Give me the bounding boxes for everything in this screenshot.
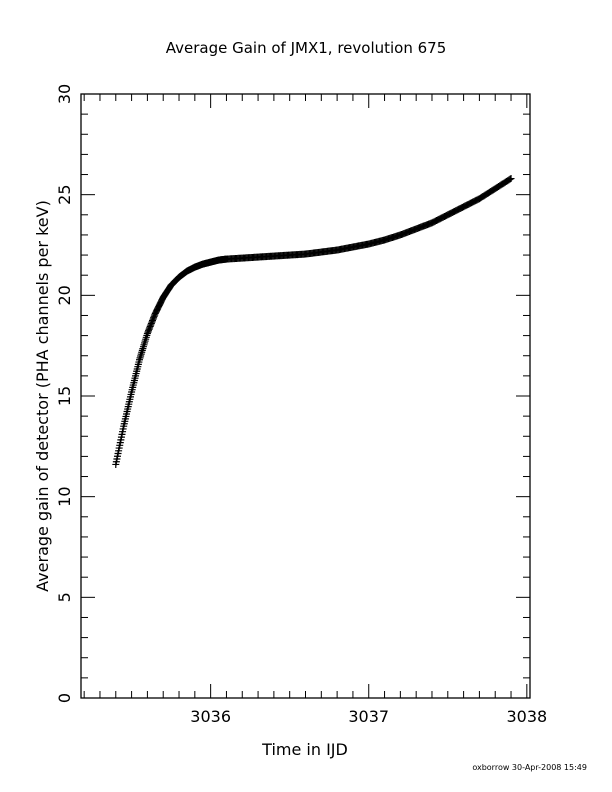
y-tick-label: 0 [55,693,74,703]
y-tick-label: 25 [55,184,74,204]
x-axis-label: Time in IJD [261,740,348,759]
y-tick-label: 30 [55,84,74,104]
y-tick-label: 20 [55,285,74,305]
x-tick-label: 3038 [506,707,547,726]
y-tick-label: 10 [55,486,74,506]
y-axis-label: Average gain of detector (PHA channels p… [33,200,52,592]
y-tick-label: 15 [55,386,74,406]
tick-labels: 3036 3037 3038 0 5 10 15 20 25 30 [55,84,547,726]
chart-title: Average Gain of JMX1, revolution 675 [166,39,447,57]
plot-frame [80,93,531,699]
y-tick-label: 5 [55,592,74,602]
data-points [112,175,515,468]
data-point [506,175,514,183]
x-tick-label: 3036 [190,707,231,726]
footer-credit: oxborrow 30-Apr-2008 15:49 [472,763,587,772]
data-point [507,175,515,183]
x-tick-label: 3037 [348,707,389,726]
axis-ticks [81,93,530,699]
